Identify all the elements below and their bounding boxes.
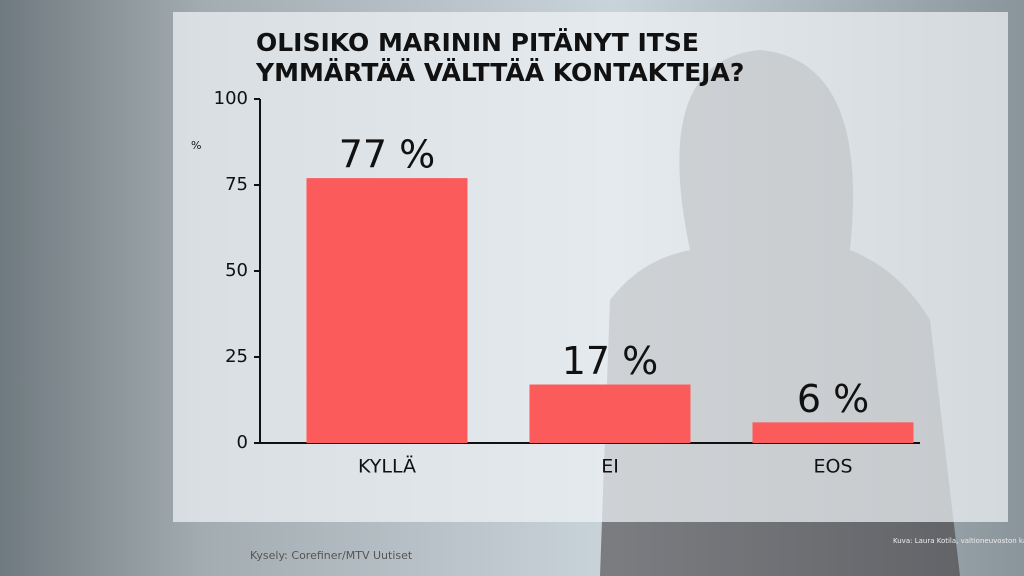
value-label: 77 % [339, 133, 436, 177]
y-tick-label: 0 [237, 432, 248, 453]
y-tick-label: 25 [225, 346, 248, 367]
value-label: 6 % [797, 377, 869, 421]
panel [173, 12, 1008, 522]
chart-title: OLISIKO MARININ PITÄNYT ITSE YMMÄRTÄÄ VÄ… [256, 28, 745, 87]
bar [529, 384, 691, 443]
x-tick-label: EOS [813, 456, 852, 478]
y-axis-label: % [191, 139, 201, 152]
bar [306, 178, 468, 443]
y-tick-label: 50 [225, 260, 248, 281]
source: Kysely: Corefiner/MTV Uutiset [250, 549, 413, 562]
x-tick-label: EI [601, 456, 619, 478]
value-label: 17 % [562, 339, 659, 383]
x-tick-label: KYLLÄ [358, 455, 416, 478]
y-tick-label: 75 [225, 174, 248, 195]
photo-credit: Kuva: Laura Kotila, valtioneuvoston kans… [893, 537, 1024, 545]
y-tick-label: 100 [214, 88, 248, 109]
bar [752, 422, 914, 443]
